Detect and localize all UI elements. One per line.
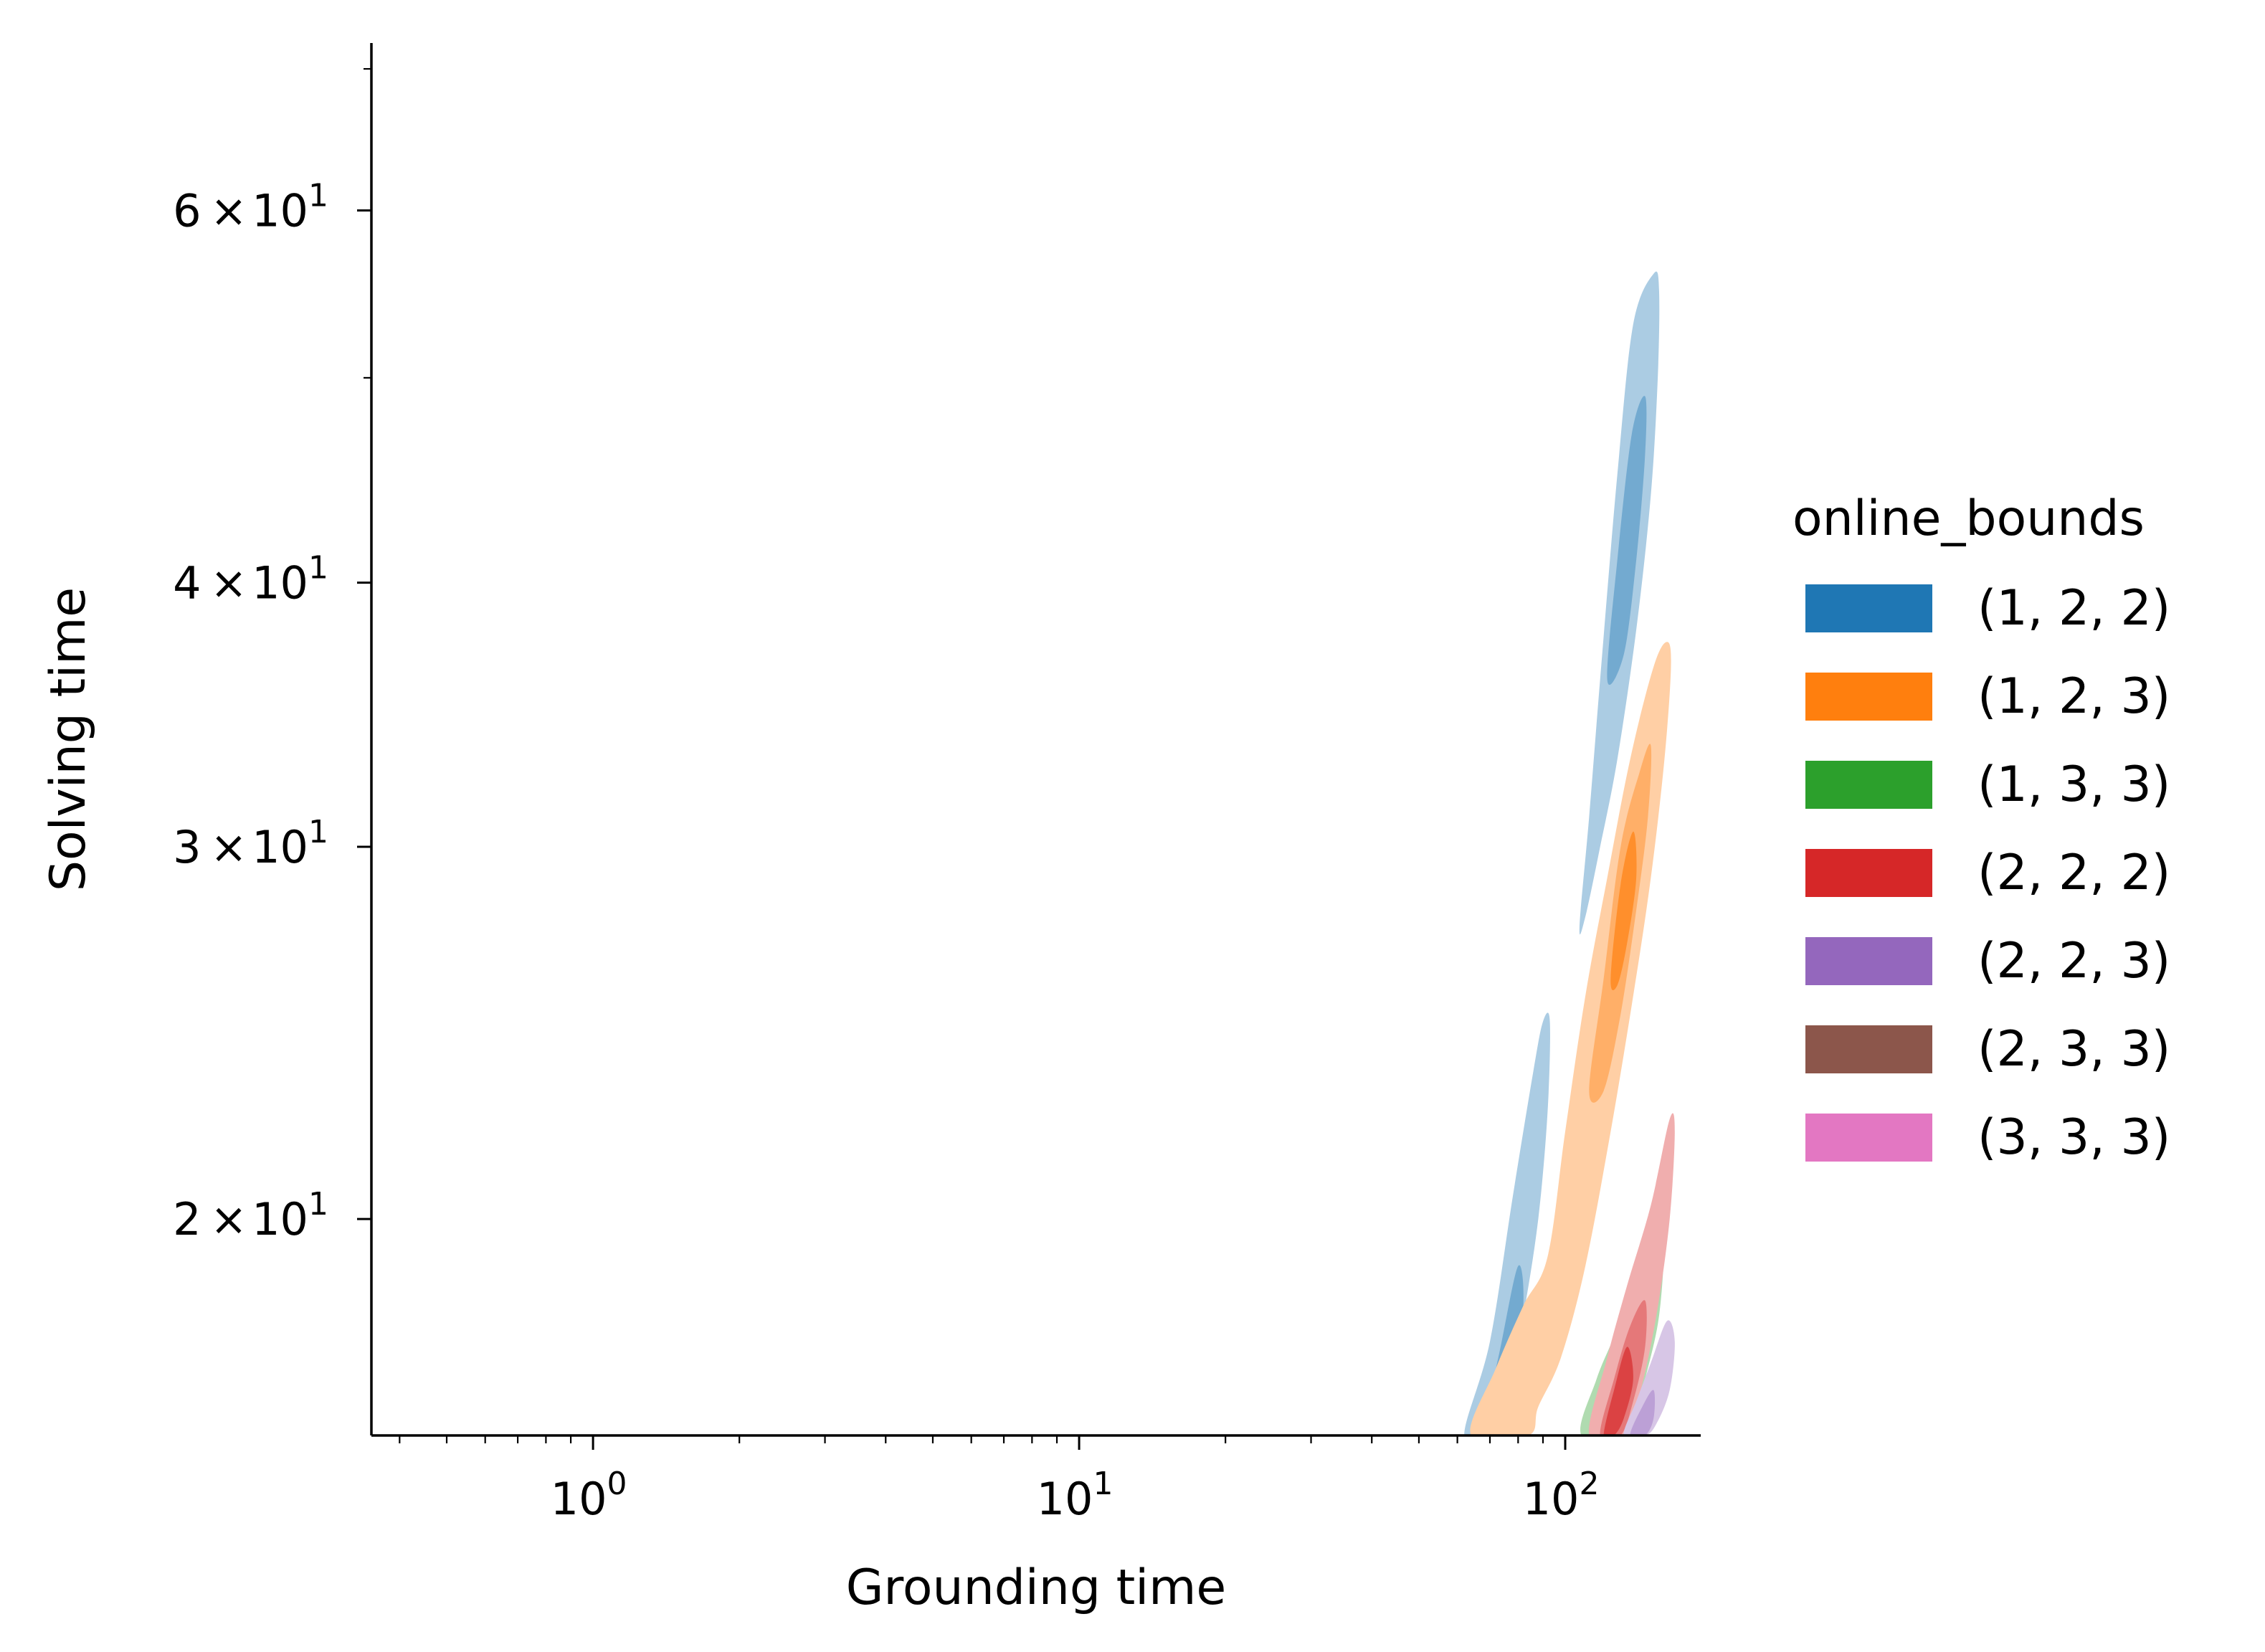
series-4: [1588, 1113, 1675, 1435]
y-tick-label: 6 × 101: [173, 177, 328, 237]
legend-label-5: (2, 2, 3): [1977, 933, 2170, 989]
legend-swatch-2: [1805, 673, 1932, 721]
legend-swatch-4: [1805, 849, 1932, 897]
legend-swatch-5: [1805, 937, 1932, 985]
legend-label-2: (1, 2, 3): [1977, 668, 2170, 725]
axes: [370, 43, 1701, 1437]
legend-swatch-6: [1805, 1025, 1932, 1073]
contour-series-2-1: [1470, 642, 1671, 1435]
x-tick-label: 101: [1037, 1466, 1113, 1525]
plot-area: [1464, 271, 1675, 1435]
legend-label-3: (1, 3, 3): [1977, 756, 2170, 813]
contour-series-1-3: [1464, 1012, 1550, 1435]
legend-swatch-1: [1805, 584, 1932, 632]
contour-series-2-3: [1610, 831, 1637, 991]
x-ticks: 100 101 102: [399, 1435, 1599, 1525]
y-axis-label: Solving time: [40, 587, 97, 891]
legend-swatch-7: [1805, 1114, 1932, 1162]
legend-swatch-3: [1805, 761, 1932, 809]
y-ticks: 2 × 101 3 × 101 4 × 101 6 × 101: [173, 67, 371, 1245]
x-tick-label: 102: [1523, 1466, 1600, 1525]
legend-title: online_bounds: [1792, 490, 2145, 547]
contour-series-1-2: [1607, 396, 1647, 685]
legend-label-7: (3, 3, 3): [1977, 1109, 2170, 1166]
contour-series-5-1: [1623, 1320, 1675, 1435]
series-2: [1470, 642, 1671, 1435]
legend-label-6: (2, 3, 3): [1977, 1021, 2170, 1078]
y-tick-label: 2 × 101: [173, 1186, 328, 1245]
contour-series-4-1: [1588, 1113, 1675, 1435]
x-axis-label: Grounding time: [846, 1560, 1227, 1616]
contour-series-5-2: [1630, 1390, 1656, 1435]
series-5: [1623, 1320, 1675, 1435]
legend-label-1: (1, 2, 2): [1977, 580, 2170, 637]
legend: online_bounds (1, 2, 2) (1, 2, 3) (1, 3, 3…: [1792, 490, 2170, 1166]
y-tick-label: 4 × 101: [173, 550, 328, 609]
contour-series-4-3: [1603, 1347, 1633, 1435]
legend-label-4: (2, 2, 2): [1977, 845, 2170, 901]
x-tick-label: 100: [551, 1466, 627, 1525]
y-tick-label: 3 × 101: [173, 814, 328, 873]
